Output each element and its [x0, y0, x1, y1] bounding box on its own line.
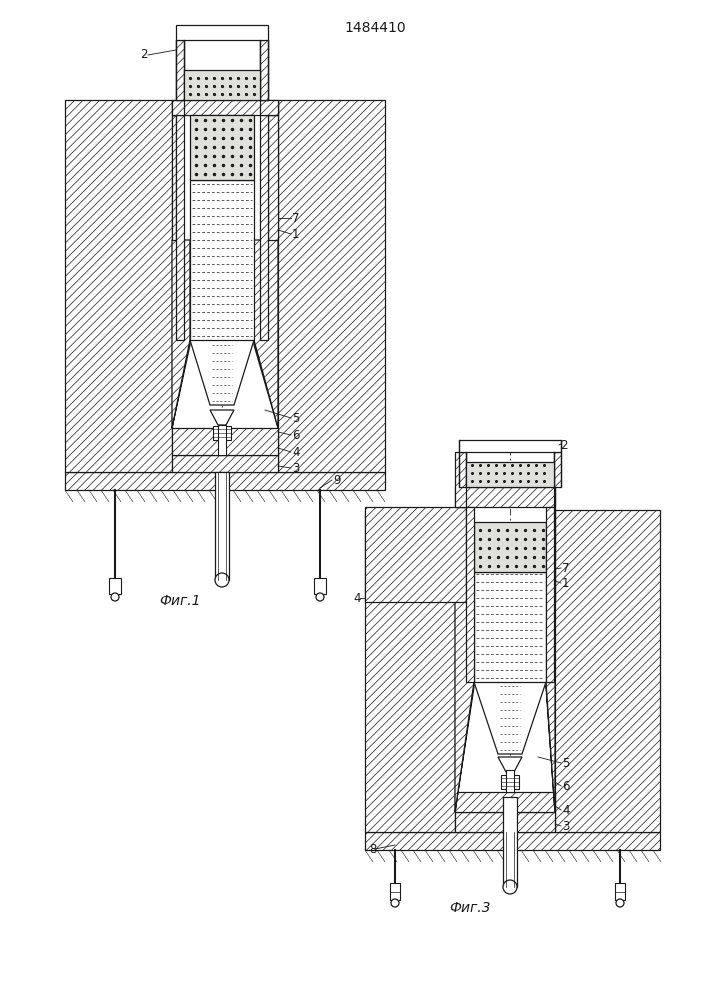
Circle shape: [316, 593, 324, 601]
Text: Фиг.3: Фиг.3: [449, 901, 491, 915]
Polygon shape: [546, 507, 554, 682]
Text: 4: 4: [292, 446, 300, 459]
Polygon shape: [190, 340, 254, 405]
Bar: [190, 180, 254, 340]
Text: 1484410: 1484410: [344, 21, 406, 35]
Bar: [190, 115, 254, 180]
Bar: [184, 70, 260, 100]
Polygon shape: [176, 115, 184, 340]
Circle shape: [503, 880, 517, 894]
Text: 3: 3: [292, 462, 299, 475]
Circle shape: [215, 573, 229, 587]
Text: 4: 4: [353, 592, 361, 605]
Circle shape: [616, 899, 624, 907]
Polygon shape: [172, 240, 190, 428]
Bar: [615, 883, 625, 900]
Bar: [109, 578, 121, 594]
Text: 6: 6: [292, 429, 300, 442]
Text: 8: 8: [369, 843, 376, 856]
Polygon shape: [65, 100, 172, 472]
Polygon shape: [555, 510, 660, 832]
Bar: [474, 572, 546, 682]
Polygon shape: [176, 40, 184, 100]
Text: 7: 7: [562, 562, 570, 575]
Text: 4: 4: [562, 804, 570, 817]
Polygon shape: [65, 472, 385, 490]
Polygon shape: [172, 340, 190, 428]
Polygon shape: [365, 832, 660, 850]
Bar: [176, 40, 268, 100]
Bar: [466, 462, 554, 487]
Bar: [213, 426, 231, 440]
Polygon shape: [365, 507, 466, 602]
Text: 5: 5: [292, 412, 299, 425]
Polygon shape: [172, 100, 184, 115]
Polygon shape: [455, 682, 474, 812]
Polygon shape: [459, 452, 466, 487]
Text: 7: 7: [292, 212, 300, 225]
Polygon shape: [546, 602, 555, 812]
Text: 1: 1: [562, 577, 570, 590]
Bar: [459, 440, 561, 452]
Polygon shape: [455, 602, 474, 812]
Polygon shape: [260, 100, 278, 115]
Polygon shape: [554, 452, 561, 487]
Polygon shape: [474, 682, 546, 754]
Bar: [215, 472, 229, 580]
Bar: [506, 770, 514, 792]
Text: 2: 2: [560, 439, 568, 452]
Bar: [503, 797, 517, 887]
Polygon shape: [554, 452, 555, 507]
Polygon shape: [210, 410, 234, 425]
Polygon shape: [455, 792, 555, 812]
Polygon shape: [268, 115, 278, 240]
Text: 6: 6: [562, 780, 570, 793]
Polygon shape: [455, 452, 466, 507]
Bar: [501, 775, 519, 789]
Polygon shape: [278, 100, 385, 472]
Polygon shape: [455, 487, 555, 507]
Polygon shape: [172, 428, 278, 455]
Polygon shape: [260, 40, 268, 100]
Polygon shape: [455, 812, 555, 832]
Text: 5: 5: [562, 757, 569, 770]
Text: 3: 3: [562, 820, 569, 833]
Polygon shape: [260, 115, 268, 340]
Polygon shape: [172, 100, 278, 115]
Polygon shape: [260, 40, 268, 100]
Bar: [474, 522, 546, 572]
Polygon shape: [365, 510, 455, 832]
Polygon shape: [254, 340, 278, 428]
Polygon shape: [498, 757, 522, 772]
Circle shape: [111, 593, 119, 601]
Polygon shape: [176, 40, 184, 100]
Polygon shape: [546, 682, 555, 812]
Polygon shape: [172, 455, 278, 472]
Text: 2: 2: [140, 48, 148, 61]
Text: Фиг.1: Фиг.1: [159, 594, 201, 608]
Polygon shape: [554, 507, 555, 602]
Polygon shape: [254, 240, 278, 428]
Bar: [176, 25, 268, 40]
Bar: [314, 578, 326, 594]
Bar: [218, 425, 226, 455]
Polygon shape: [172, 115, 176, 240]
Text: 1: 1: [292, 228, 300, 241]
Polygon shape: [466, 507, 474, 682]
Bar: [390, 883, 400, 900]
Circle shape: [391, 899, 399, 907]
Text: 9: 9: [333, 474, 341, 487]
